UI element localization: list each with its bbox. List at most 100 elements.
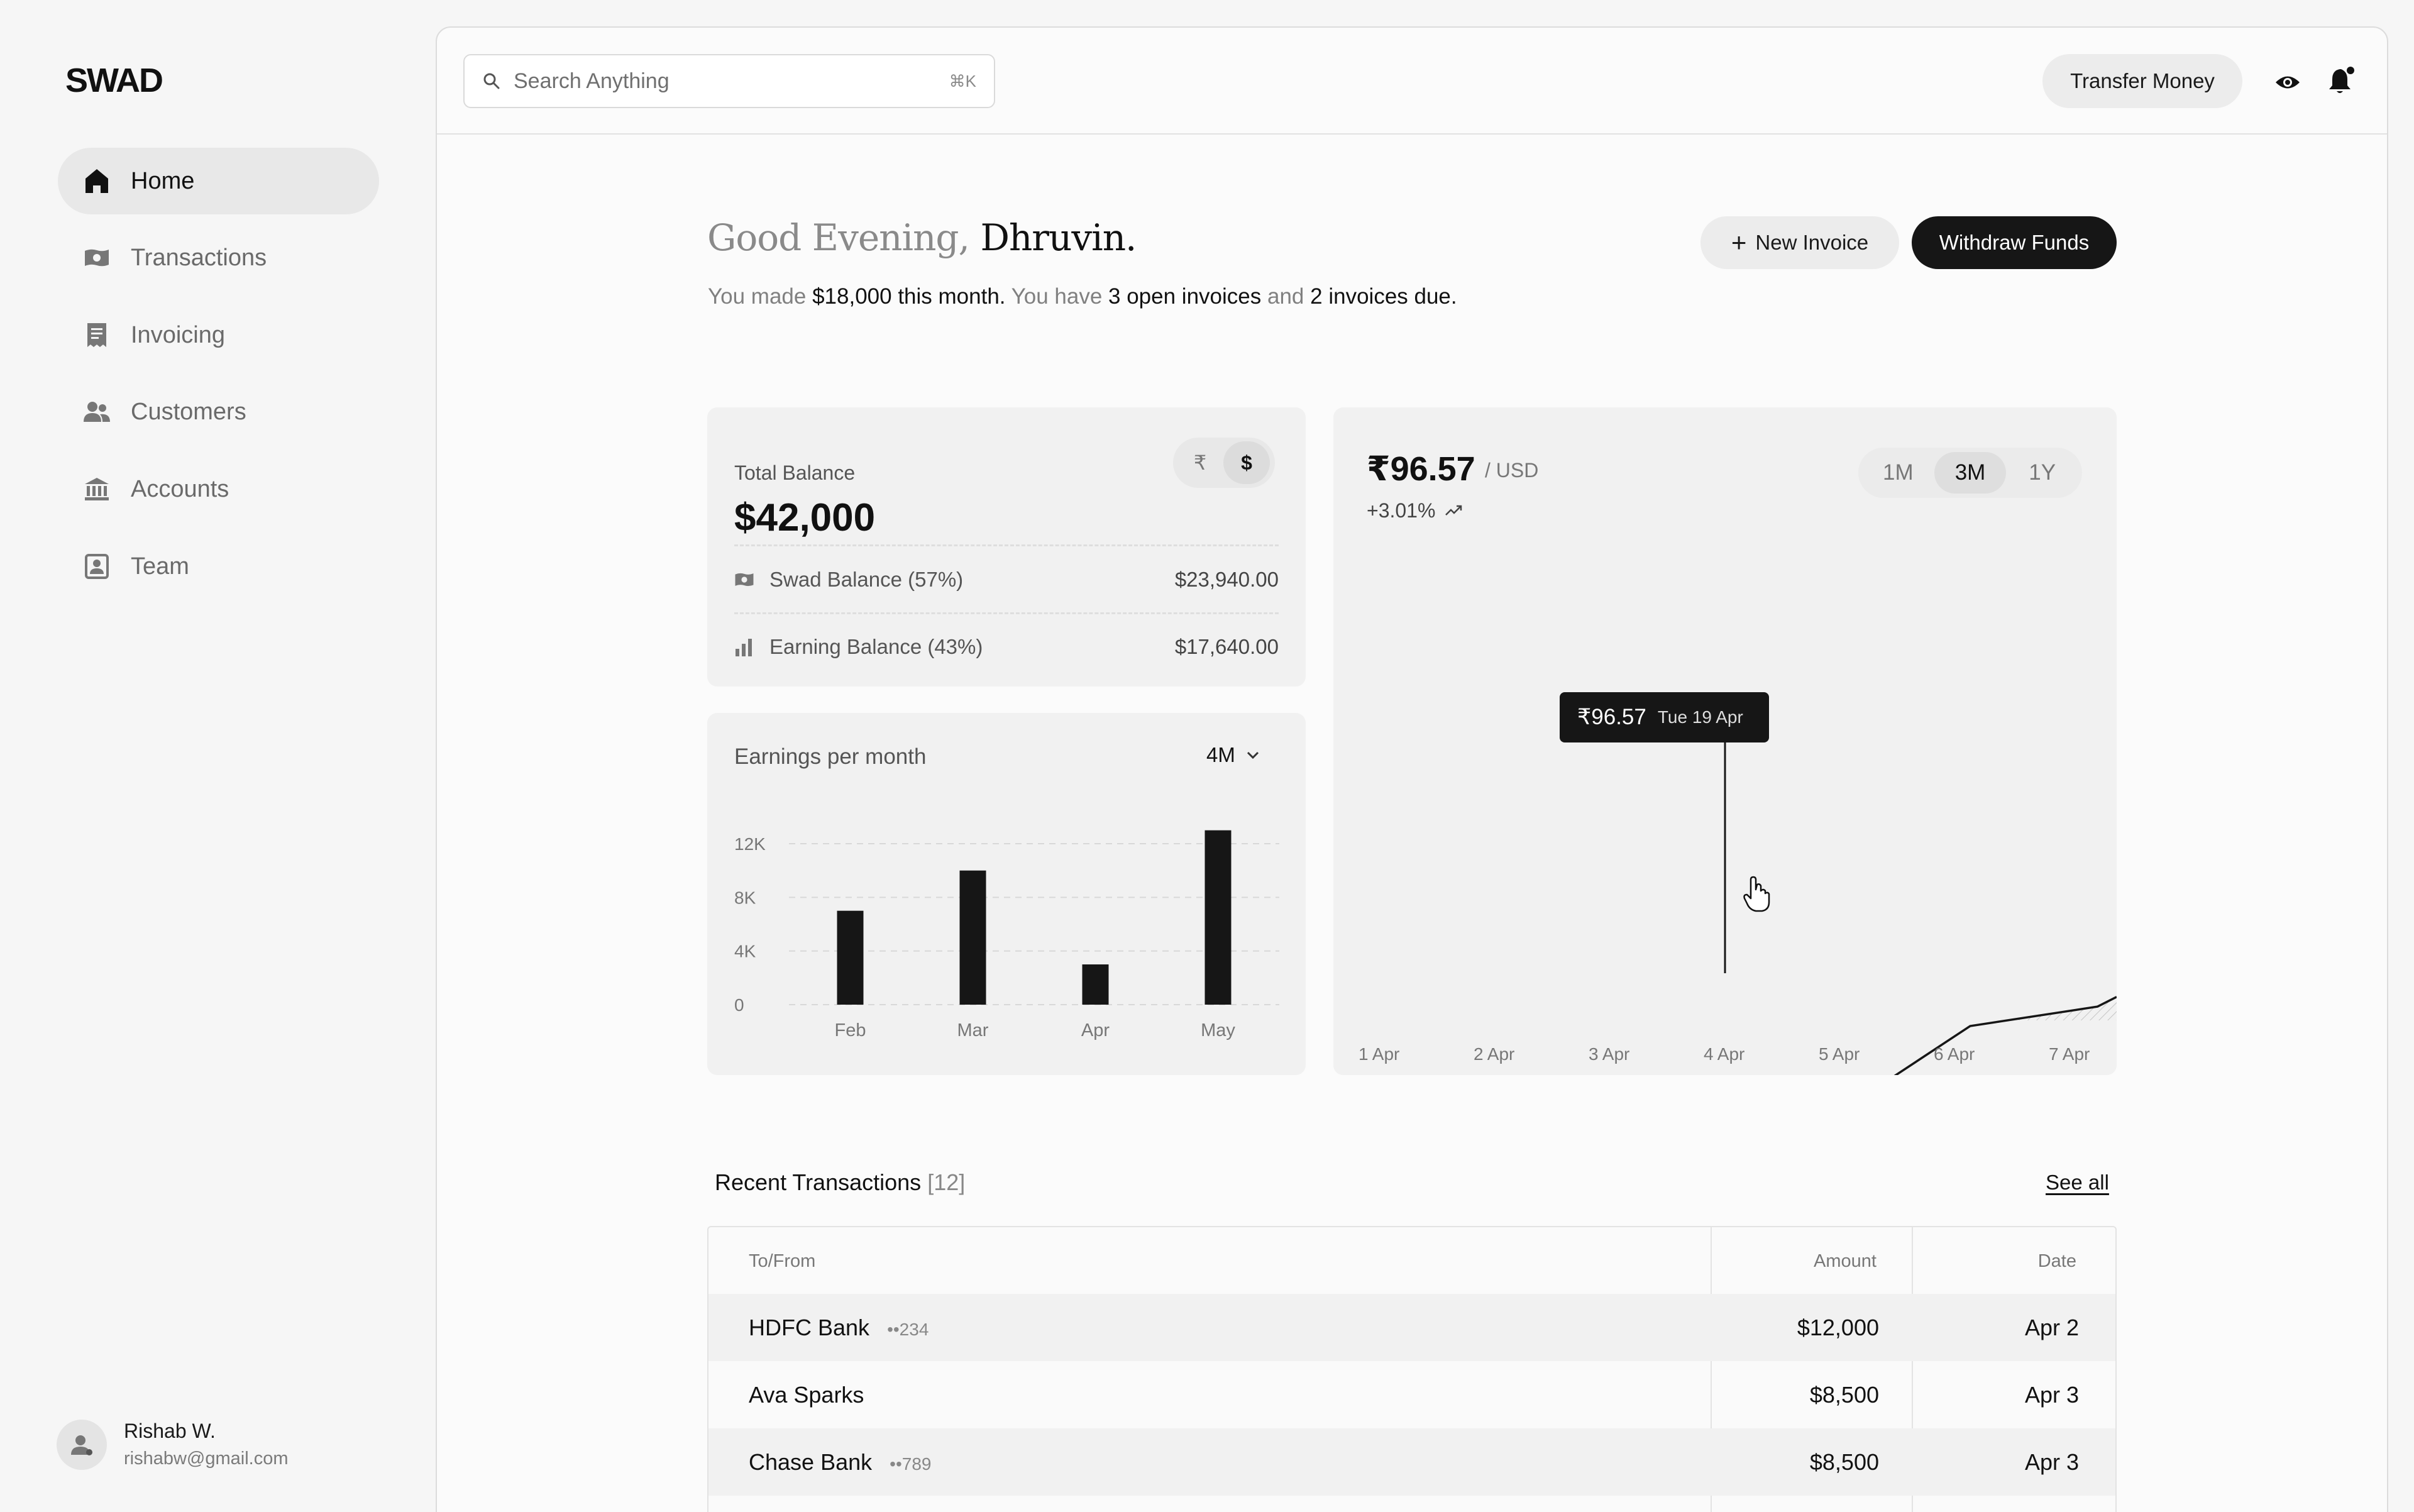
summary-text: You have xyxy=(1011,284,1103,309)
chevron-down-icon xyxy=(1247,751,1259,759)
recent-transactions-title: Recent Transactions [12] xyxy=(715,1169,965,1196)
transaction-date: Apr 3 xyxy=(2024,1449,2079,1475)
avatar[interactable] xyxy=(57,1420,107,1470)
transaction-amount: $8,500 xyxy=(1809,1449,1879,1475)
sidebar-item-label: Team xyxy=(131,553,189,580)
axis-band xyxy=(1333,1020,2117,1075)
x-tick-label: 4 Apr xyxy=(1704,1044,1744,1064)
transaction-name: Ava Sparks xyxy=(749,1382,864,1408)
sidebar-item-invoicing[interactable]: Invoicing xyxy=(58,302,379,368)
x-tick-label: 5 Apr xyxy=(1819,1044,1860,1064)
sidebar-item-label: Customers xyxy=(131,398,246,425)
column-header-to-from[interactable]: To/From xyxy=(749,1251,816,1271)
total-balance-label: Total Balance xyxy=(734,461,856,484)
bar-chart-icon xyxy=(734,636,757,658)
sidebar-item-label: Accounts xyxy=(131,475,229,502)
tab-3m[interactable]: 3M xyxy=(1934,452,2007,494)
home-icon xyxy=(82,166,112,196)
bank-icon xyxy=(82,474,112,504)
transaction-amount: $8,500 xyxy=(1809,1382,1879,1408)
divider xyxy=(734,544,1279,546)
transactions-table: To/From Amount Date HDFC Bank ••234 $12,… xyxy=(707,1226,2117,1512)
earning-balance-label: Earning Balance (43%) xyxy=(769,635,983,658)
divider xyxy=(734,612,1279,614)
x-tick-label: Mar xyxy=(957,1020,989,1040)
user-name: Rishab W. xyxy=(124,1420,216,1442)
swad-logo: SWAD xyxy=(65,63,163,97)
transaction-amount: $12,000 xyxy=(1797,1315,1879,1340)
search-placeholder: Search Anything xyxy=(514,69,670,93)
range-tabs: 1M 3M 1Y xyxy=(1858,448,2082,498)
tab-1y[interactable]: 1Y xyxy=(2029,460,2056,485)
transaction-name: Chase Bank ••789 xyxy=(749,1449,931,1476)
earnings-card: Earnings per month 4M 0 4K 8K 12K Feb Mar Apr M… xyxy=(707,713,1306,1075)
trend-up-icon xyxy=(1445,505,1462,516)
transfer-money-button[interactable]: Transfer Money xyxy=(2042,54,2242,108)
tooltip-date: Tue 19 Apr xyxy=(1657,707,1743,727)
sidebar-item-transactions[interactable]: Transactions xyxy=(58,224,379,291)
bar-may[interactable] xyxy=(1204,830,1232,1005)
price-unit: / USD xyxy=(1485,459,1539,482)
price-change: +3.01% xyxy=(1367,499,1463,522)
sidebar-item-accounts[interactable]: Accounts xyxy=(58,456,379,522)
summary-amount: $18,000 this month. xyxy=(812,284,1006,309)
see-all-link[interactable]: See all xyxy=(2046,1171,2109,1194)
search-input[interactable]: Search Anything ⌘K xyxy=(463,54,995,108)
earnings-range-dropdown[interactable]: 4M xyxy=(1206,743,1262,767)
total-balance-card: Total Balance $42,000 ₹ $ Swad Balance (… xyxy=(707,407,1306,687)
users-icon xyxy=(82,397,112,427)
swad-balance-row: Swad Balance (57%) $23,940.00 xyxy=(734,561,1279,599)
earnings-bar-chart: 0 4K 8K 12K Feb Mar Apr May xyxy=(734,830,1279,1040)
user-icon xyxy=(71,1435,92,1455)
greeting-name: Dhruvin. xyxy=(980,216,1137,259)
currency-option-inr[interactable]: ₹ xyxy=(1193,451,1207,474)
greeting-prefix: Good Evening, xyxy=(707,216,970,259)
table-row[interactable]: Chase Bank ••789 $8,500 Apr 3 xyxy=(708,1428,2115,1496)
greeting-summary: You made $18,000 this month. You have 3 … xyxy=(708,284,1457,309)
x-tick-label: Feb xyxy=(835,1020,866,1040)
withdraw-funds-button[interactable]: Withdraw Funds xyxy=(1912,216,2117,269)
transaction-account: ••234 xyxy=(887,1320,929,1339)
currency-option-usd[interactable]: $ xyxy=(1223,441,1270,484)
bell-icon[interactable] xyxy=(2327,65,2356,96)
new-invoice-label: New Invoice xyxy=(1755,231,1869,254)
earning-balance-row: Earning Balance (43%) $17,640.00 xyxy=(734,628,1279,666)
y-tick-label: 12K xyxy=(734,834,766,854)
x-tick-label: 2 Apr xyxy=(1474,1044,1514,1064)
eye-icon[interactable] xyxy=(2274,69,2301,96)
column-divider xyxy=(1711,1227,1712,1512)
table-row[interactable]: HDFC Bank ••234 $12,000 Apr 2 xyxy=(708,1294,2115,1361)
earnings-range-value: 4M xyxy=(1206,743,1235,766)
tooltip-value: ₹96.57 xyxy=(1577,705,1646,729)
cash-icon xyxy=(734,568,757,591)
x-tick-label: Apr xyxy=(1081,1020,1110,1040)
hand-cursor-icon xyxy=(1743,876,1770,912)
exchange-rate-area-chart: 1 Apr 2 Apr 3 Apr 4 Apr 5 Apr 6 Apr 7 Apr xyxy=(1333,693,2117,1075)
currency-toggle: ₹ $ xyxy=(1173,438,1275,488)
sidebar-item-customers[interactable]: Customers xyxy=(58,378,379,445)
x-tick-label: 7 Apr xyxy=(2049,1044,2090,1064)
plus-icon: + xyxy=(1731,228,1747,257)
receipt-icon xyxy=(82,320,112,350)
column-header-date[interactable]: Date xyxy=(2037,1251,2076,1271)
earning-balance-value: $17,640.00 xyxy=(1174,635,1279,658)
sidebar-item-team[interactable]: Team xyxy=(58,533,379,600)
search-icon xyxy=(483,73,500,89)
greeting-heading: Good Evening, Dhruvin. xyxy=(707,216,1137,259)
column-header-amount[interactable]: Amount xyxy=(1814,1251,1877,1271)
bar-apr[interactable] xyxy=(1082,964,1109,1005)
summary-text: You made xyxy=(708,284,807,309)
tab-1m[interactable]: 1M xyxy=(1883,460,1914,485)
table-row[interactable]: Ava Sparks $8,500 Apr 3 xyxy=(708,1361,2115,1428)
swad-balance-value: $23,940.00 xyxy=(1174,568,1279,591)
bar-feb[interactable] xyxy=(837,910,864,1005)
y-tick-label: 4K xyxy=(734,942,756,961)
sidebar-item-home[interactable]: Home xyxy=(58,148,379,214)
y-tick-label: 0 xyxy=(734,995,744,1015)
bar-mar[interactable] xyxy=(959,870,986,1005)
search-shortcut: ⌘K xyxy=(949,71,976,91)
x-tick-label: 1 Apr xyxy=(1359,1044,1399,1064)
transaction-date: Apr 2 xyxy=(2024,1315,2079,1340)
total-balance-amount: $42,000 xyxy=(734,496,876,539)
new-invoice-button[interactable]: + New Invoice xyxy=(1700,216,1899,269)
